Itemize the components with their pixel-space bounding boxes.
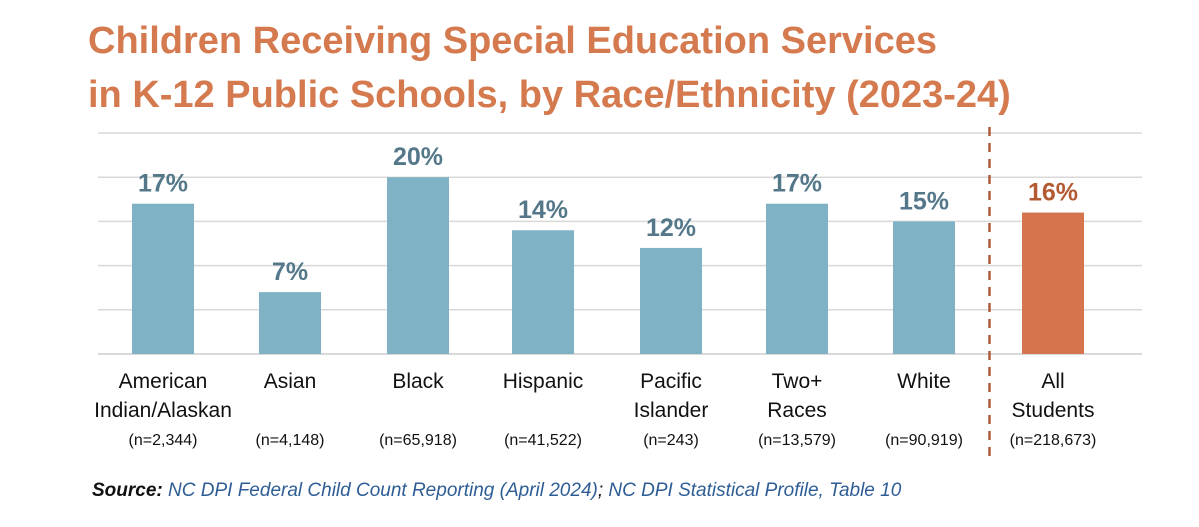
category-sample-size: (n=90,919)	[885, 432, 963, 449]
bar-value-label: 15%	[899, 187, 949, 215]
bar-value-label: 17%	[772, 170, 822, 198]
source-separator: ;	[597, 480, 604, 501]
bar-value-label: 12%	[646, 214, 696, 242]
bar	[512, 230, 574, 354]
category-label: Students	[1012, 399, 1095, 422]
category-labels: American Indian/Alaskan (n=2,344) Asian (n=4…	[94, 370, 1096, 449]
category-label: All	[1041, 370, 1064, 393]
bar	[893, 221, 955, 354]
bar	[766, 203, 828, 354]
category-sample-size: (n=243)	[643, 432, 699, 449]
source-note: Source: NC DPI Federal Child Count Repor…	[92, 480, 901, 502]
bar	[640, 247, 702, 354]
bar	[259, 292, 321, 354]
bar-value-label: 20%	[393, 143, 443, 171]
category-label: White	[897, 370, 951, 393]
chart-title: Children Receiving Special Education Ser…	[88, 14, 1148, 122]
category-label: Indian/Alaskan	[94, 399, 232, 422]
source-reference-1: NC DPI Federal Child Count Reporting (Ap…	[168, 480, 598, 501]
category-label: American	[119, 370, 208, 393]
source-label: Source:	[92, 480, 163, 501]
category-sample-size: (n=41,522)	[504, 432, 582, 449]
chart-title-line-2: in K-12 Public Schools, by Race/Ethnicit…	[88, 74, 1011, 116]
category-sample-size: (n=65,918)	[379, 432, 457, 449]
category-sample-size: (n=4,148)	[256, 432, 325, 449]
category-label: Pacific	[640, 370, 702, 393]
category-sample-size: (n=2,344)	[129, 432, 198, 449]
category-sample-size: (n=13,579)	[758, 432, 836, 449]
bar	[132, 203, 194, 354]
bar-value-label: 17%	[138, 170, 188, 198]
bar-value-label: 14%	[518, 196, 568, 224]
source-reference-2: NC DPI Statistical Profile, Table 10	[608, 480, 902, 501]
chart-title-line-1: Children Receiving Special Education Ser…	[88, 20, 937, 62]
bar	[387, 177, 449, 354]
bar-value-label: 16%	[1028, 179, 1078, 207]
category-label: Islander	[634, 399, 709, 422]
value-labels: 17% 7% 20% 14% 12% 17% 15% 16%	[138, 143, 1078, 286]
category-label: Asian	[264, 370, 317, 393]
category-label: Two+	[772, 370, 823, 393]
bar-value-label: 7%	[272, 258, 308, 286]
category-label: Black	[392, 370, 444, 393]
bars	[132, 177, 1084, 354]
category-sample-size: (n=218,673)	[1010, 432, 1097, 449]
bar	[1022, 212, 1084, 354]
gridlines	[98, 132, 1142, 355]
category-label: Races	[767, 399, 827, 422]
category-label: Hispanic	[503, 370, 584, 393]
